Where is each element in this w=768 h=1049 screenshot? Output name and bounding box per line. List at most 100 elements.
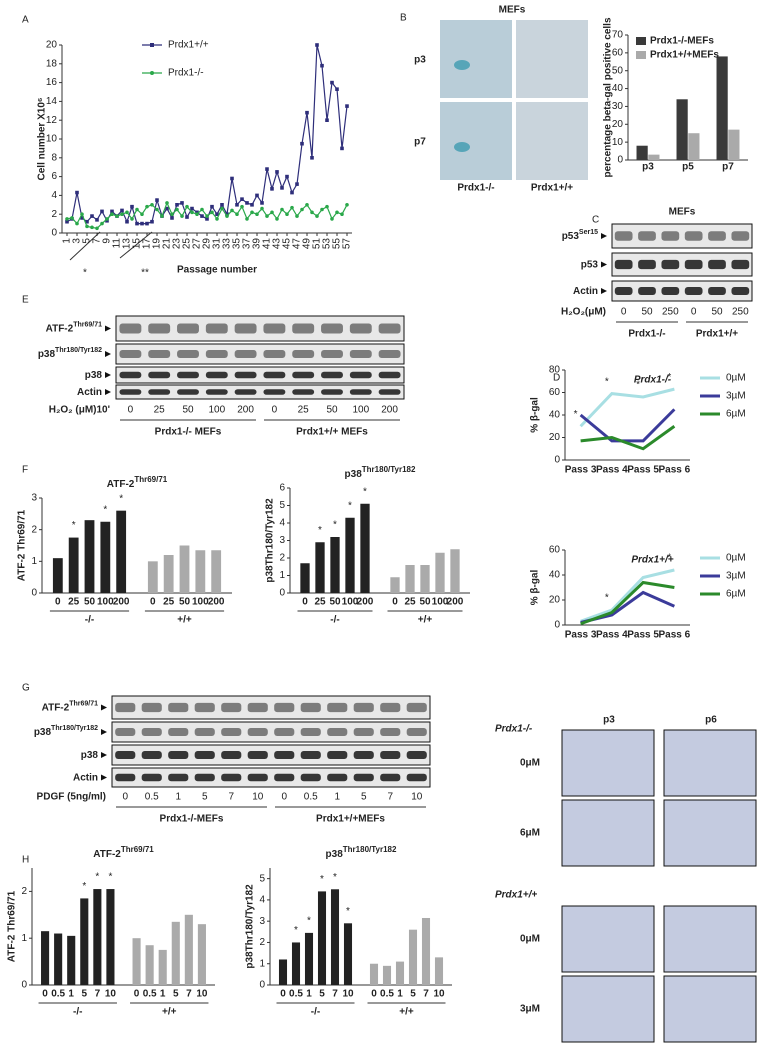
blot-band bbox=[300, 702, 321, 713]
row-arrow bbox=[105, 351, 111, 357]
point bbox=[185, 204, 189, 209]
y-tick-label: 2 bbox=[279, 553, 285, 564]
blot-band bbox=[234, 350, 257, 358]
blot-band bbox=[684, 231, 703, 241]
y-tick-label: 0 bbox=[259, 980, 265, 991]
point bbox=[80, 212, 84, 216]
group-label: -/- bbox=[311, 1007, 320, 1018]
y-tick-label: 4 bbox=[279, 518, 285, 529]
y-tick-label: 6 bbox=[51, 171, 57, 182]
chart-title-sup: Thr180/Tyr182 bbox=[362, 465, 416, 474]
y-tick-label: 14 bbox=[46, 96, 58, 107]
x-tick-label: 200 bbox=[447, 597, 464, 608]
chart-title-main: ATF-2 bbox=[93, 849, 121, 860]
point bbox=[330, 80, 334, 85]
x-tick-label: Pass 6 bbox=[659, 465, 691, 476]
y-tick-label: 5 bbox=[259, 873, 265, 884]
x-tick-label: 5 bbox=[410, 989, 416, 1000]
point bbox=[75, 190, 79, 195]
blot-row-label: p53 bbox=[581, 259, 599, 270]
significance: * bbox=[108, 872, 112, 883]
point bbox=[250, 203, 254, 207]
y-tick-label: 0 bbox=[554, 620, 560, 631]
bar bbox=[369, 963, 379, 985]
y-tick-label: 0 bbox=[554, 455, 560, 466]
x-tick-label: 3 bbox=[72, 238, 83, 244]
point bbox=[130, 217, 134, 221]
point bbox=[115, 214, 119, 218]
blot-band bbox=[274, 751, 295, 759]
group-label: -/- bbox=[330, 615, 339, 626]
lane-label: 0.5 bbox=[145, 792, 159, 803]
x-tick-label: 37 bbox=[242, 238, 253, 250]
bar bbox=[450, 549, 460, 593]
blot-band bbox=[194, 728, 215, 736]
legend-label: Prdx1+/+MEFs bbox=[650, 50, 719, 61]
blot-band bbox=[274, 728, 295, 736]
point bbox=[255, 212, 259, 216]
point bbox=[280, 207, 284, 212]
y-tick-label: 60 bbox=[549, 545, 561, 556]
blot-row-label-main: p38 bbox=[38, 349, 56, 360]
legend-swatch bbox=[636, 37, 646, 45]
row-arrow bbox=[105, 389, 111, 395]
x-tick-label: 50 bbox=[179, 597, 191, 608]
treatment-label: H₂O₂ (μM)10' bbox=[49, 405, 110, 416]
x-tick-label: Pass 6 bbox=[659, 630, 691, 641]
legend-label: Prdx1-/-MEFs bbox=[650, 36, 714, 47]
point bbox=[340, 146, 344, 151]
row-arrow bbox=[601, 233, 607, 239]
bar bbox=[434, 957, 444, 985]
point bbox=[180, 201, 184, 205]
x-tick-label: 5 bbox=[173, 989, 179, 1000]
y-tick-label: 3 bbox=[259, 916, 265, 927]
bar bbox=[330, 889, 340, 985]
blot-band bbox=[380, 702, 401, 713]
blot-row-label: ATF-2Thr69/71 bbox=[42, 700, 98, 713]
blot-band bbox=[327, 702, 348, 713]
x-tick-label: 47 bbox=[292, 238, 303, 250]
point bbox=[130, 204, 134, 209]
blot-row-label: p38Thr180/Tyr182 bbox=[34, 725, 98, 738]
micro-row-label: 3μM bbox=[520, 1004, 540, 1015]
x-tick-label: 10 bbox=[105, 989, 117, 1000]
point bbox=[245, 217, 249, 221]
significance: * bbox=[320, 874, 324, 885]
x-tick-label: 0 bbox=[280, 989, 286, 1000]
bar bbox=[158, 949, 167, 985]
micro-group-label: Prdx1-/- bbox=[495, 724, 533, 735]
bar bbox=[197, 924, 206, 985]
point bbox=[335, 87, 339, 91]
micrograph bbox=[516, 20, 588, 98]
bar bbox=[179, 545, 190, 593]
blot-row-label-main: p53 bbox=[581, 259, 599, 270]
y-tick-label: 30 bbox=[612, 101, 624, 112]
chart-title-main: p38 bbox=[326, 849, 344, 860]
significance: * bbox=[294, 925, 298, 936]
blot-band bbox=[321, 389, 343, 395]
blot-row-label: p53Ser15 bbox=[562, 229, 598, 242]
blot-band bbox=[614, 231, 633, 241]
blot-band bbox=[380, 751, 401, 759]
x-tick-label: Pass 3 bbox=[565, 630, 597, 641]
blot-band bbox=[168, 728, 189, 736]
point bbox=[170, 216, 174, 220]
x-tick-label: 9 bbox=[102, 238, 113, 244]
y-tick-label: 0 bbox=[51, 228, 57, 239]
point bbox=[105, 217, 109, 221]
significance: * bbox=[348, 500, 352, 511]
point bbox=[155, 198, 159, 202]
blot-band bbox=[148, 389, 171, 395]
point bbox=[215, 217, 219, 221]
bar bbox=[171, 921, 180, 985]
bar bbox=[147, 561, 158, 593]
blot-row-label: ATF-2Thr69/71 bbox=[46, 321, 102, 334]
y-tick-label: 0 bbox=[21, 980, 27, 991]
significance: * bbox=[605, 593, 609, 604]
blot-strip bbox=[611, 252, 753, 277]
y-tick-label: 2 bbox=[21, 886, 27, 897]
bar bbox=[93, 889, 102, 985]
point bbox=[220, 203, 224, 207]
legend-marker bbox=[150, 71, 154, 75]
blot-row-label-main: p38 bbox=[34, 727, 52, 738]
